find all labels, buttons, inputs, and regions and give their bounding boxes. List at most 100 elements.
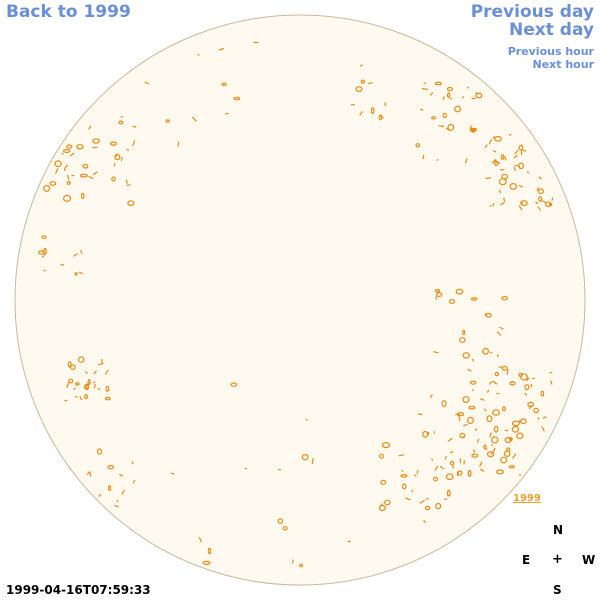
solar-feature-mark (165, 119, 170, 123)
solar-feature-mark (471, 388, 474, 392)
solar-feature-mark (471, 453, 479, 458)
solar-feature-mark (488, 381, 493, 385)
solar-feature-mark (448, 299, 456, 304)
solar-feature-mark (537, 206, 541, 211)
back-to-year-link[interactable]: Back to 1999 (6, 2, 131, 22)
solar-feature-mark (299, 563, 304, 568)
solar-feature-mark (68, 378, 74, 384)
solar-feature-mark (537, 417, 540, 420)
solar-feature-mark (441, 400, 447, 408)
solar-feature-mark (537, 188, 544, 195)
solar-feature-mark (494, 371, 500, 377)
solar-feature-mark (461, 96, 465, 99)
solar-feature-mark (513, 166, 517, 171)
solar-feature-mark (92, 138, 100, 144)
solar-feature-mark (479, 461, 483, 467)
solar-feature-mark (516, 432, 524, 440)
solar-feature-mark (536, 187, 539, 192)
solar-feature-mark (80, 192, 85, 199)
solar-feature-mark (485, 312, 492, 318)
previous-hour-link[interactable]: Previous hour (507, 45, 594, 58)
solar-feature-mark (75, 395, 78, 398)
solar-feature-mark (207, 547, 212, 555)
solar-feature-mark (538, 196, 543, 202)
solar-feature-mark (491, 158, 497, 164)
solar-feature-mark (520, 202, 524, 205)
solar-feature-mark (462, 396, 470, 404)
solar-feature-mark (380, 115, 384, 119)
solar-feature-mark (97, 388, 101, 390)
solar-feature-mark (446, 127, 451, 132)
solar-feature-mark (66, 181, 71, 186)
year-link[interactable]: 1999 (513, 493, 541, 504)
solar-feature-mark (463, 423, 468, 427)
solar-feature-mark (549, 371, 553, 374)
solar-feature-mark (458, 416, 461, 422)
solar-feature-mark (368, 82, 373, 85)
solar-feature-mark (446, 86, 454, 92)
solar-feature-mark (126, 148, 130, 151)
solar-feature-mark (98, 362, 104, 366)
solar-feature-mark (479, 468, 485, 472)
solar-feature-mark (520, 373, 528, 381)
solar-feature-mark (489, 351, 493, 354)
solar-feature-mark (464, 158, 468, 164)
solar-feature-mark (438, 125, 445, 128)
solar-feature-mark (436, 292, 443, 298)
solar-feature-mark (98, 493, 102, 497)
solar-feature-mark (360, 79, 366, 84)
solar-feature-mark (76, 144, 84, 150)
solar-feature-mark (442, 112, 447, 119)
solar-feature-mark (503, 197, 506, 202)
solar-feature-mark (383, 499, 391, 506)
solar-feature-mark (125, 179, 128, 184)
solar-feature-mark (541, 425, 545, 432)
solar-feature-mark (415, 143, 421, 148)
solar-feature-mark (455, 288, 464, 295)
solar-feature-mark (511, 420, 520, 427)
solar-feature-mark (542, 416, 547, 419)
solar-feature-mark (519, 420, 521, 423)
solar-feature-mark (37, 250, 45, 255)
solar-feature-mark (423, 81, 427, 85)
next-hour-link[interactable]: Next hour (532, 58, 595, 71)
solar-feature-mark (73, 253, 78, 257)
solar-feature-mark (132, 125, 137, 128)
solar-feature-mark (107, 485, 112, 491)
solar-feature-mark (439, 465, 445, 470)
next-day-link[interactable]: Next day (509, 20, 594, 40)
solar-feature-mark (467, 368, 472, 372)
solar-feature-mark (449, 451, 454, 454)
solar-feature-mark (550, 380, 553, 385)
previous-day-link[interactable]: Previous day (470, 2, 594, 22)
solar-feature-mark (526, 377, 530, 382)
solar-feature-mark (492, 409, 500, 416)
solar-feature-mark (70, 364, 76, 370)
solar-feature-mark (311, 458, 314, 464)
solar-feature-mark (482, 347, 490, 355)
solar-feature-mark (221, 82, 227, 87)
solar-feature-mark (444, 498, 448, 501)
solar-feature-mark (496, 392, 500, 395)
solar-feature-mark (501, 296, 509, 301)
solar-feature-mark (541, 199, 546, 204)
solar-feature-mark (74, 272, 78, 276)
solar-feature-mark (93, 381, 96, 384)
solar-feature-mark (509, 182, 518, 190)
solar-feature-mark (449, 461, 455, 466)
solar-feature-mark (447, 437, 453, 442)
solar-feature-mark (468, 405, 476, 410)
solar-feature-mark (469, 125, 473, 129)
solar-feature-mark (93, 370, 97, 375)
solar-feature-mark (470, 380, 477, 385)
solar-feature-mark (43, 184, 51, 192)
solar-feature-mark (82, 164, 89, 169)
solar-feature-mark (466, 86, 470, 89)
solar-feature-mark (400, 473, 408, 478)
solar-feature-mark (489, 432, 492, 438)
solar-feature-mark (518, 473, 522, 476)
solar-feature-mark (291, 559, 294, 564)
solar-feature-mark (475, 92, 483, 99)
solar-feature-mark (548, 202, 553, 207)
solar-feature-mark (107, 465, 114, 470)
